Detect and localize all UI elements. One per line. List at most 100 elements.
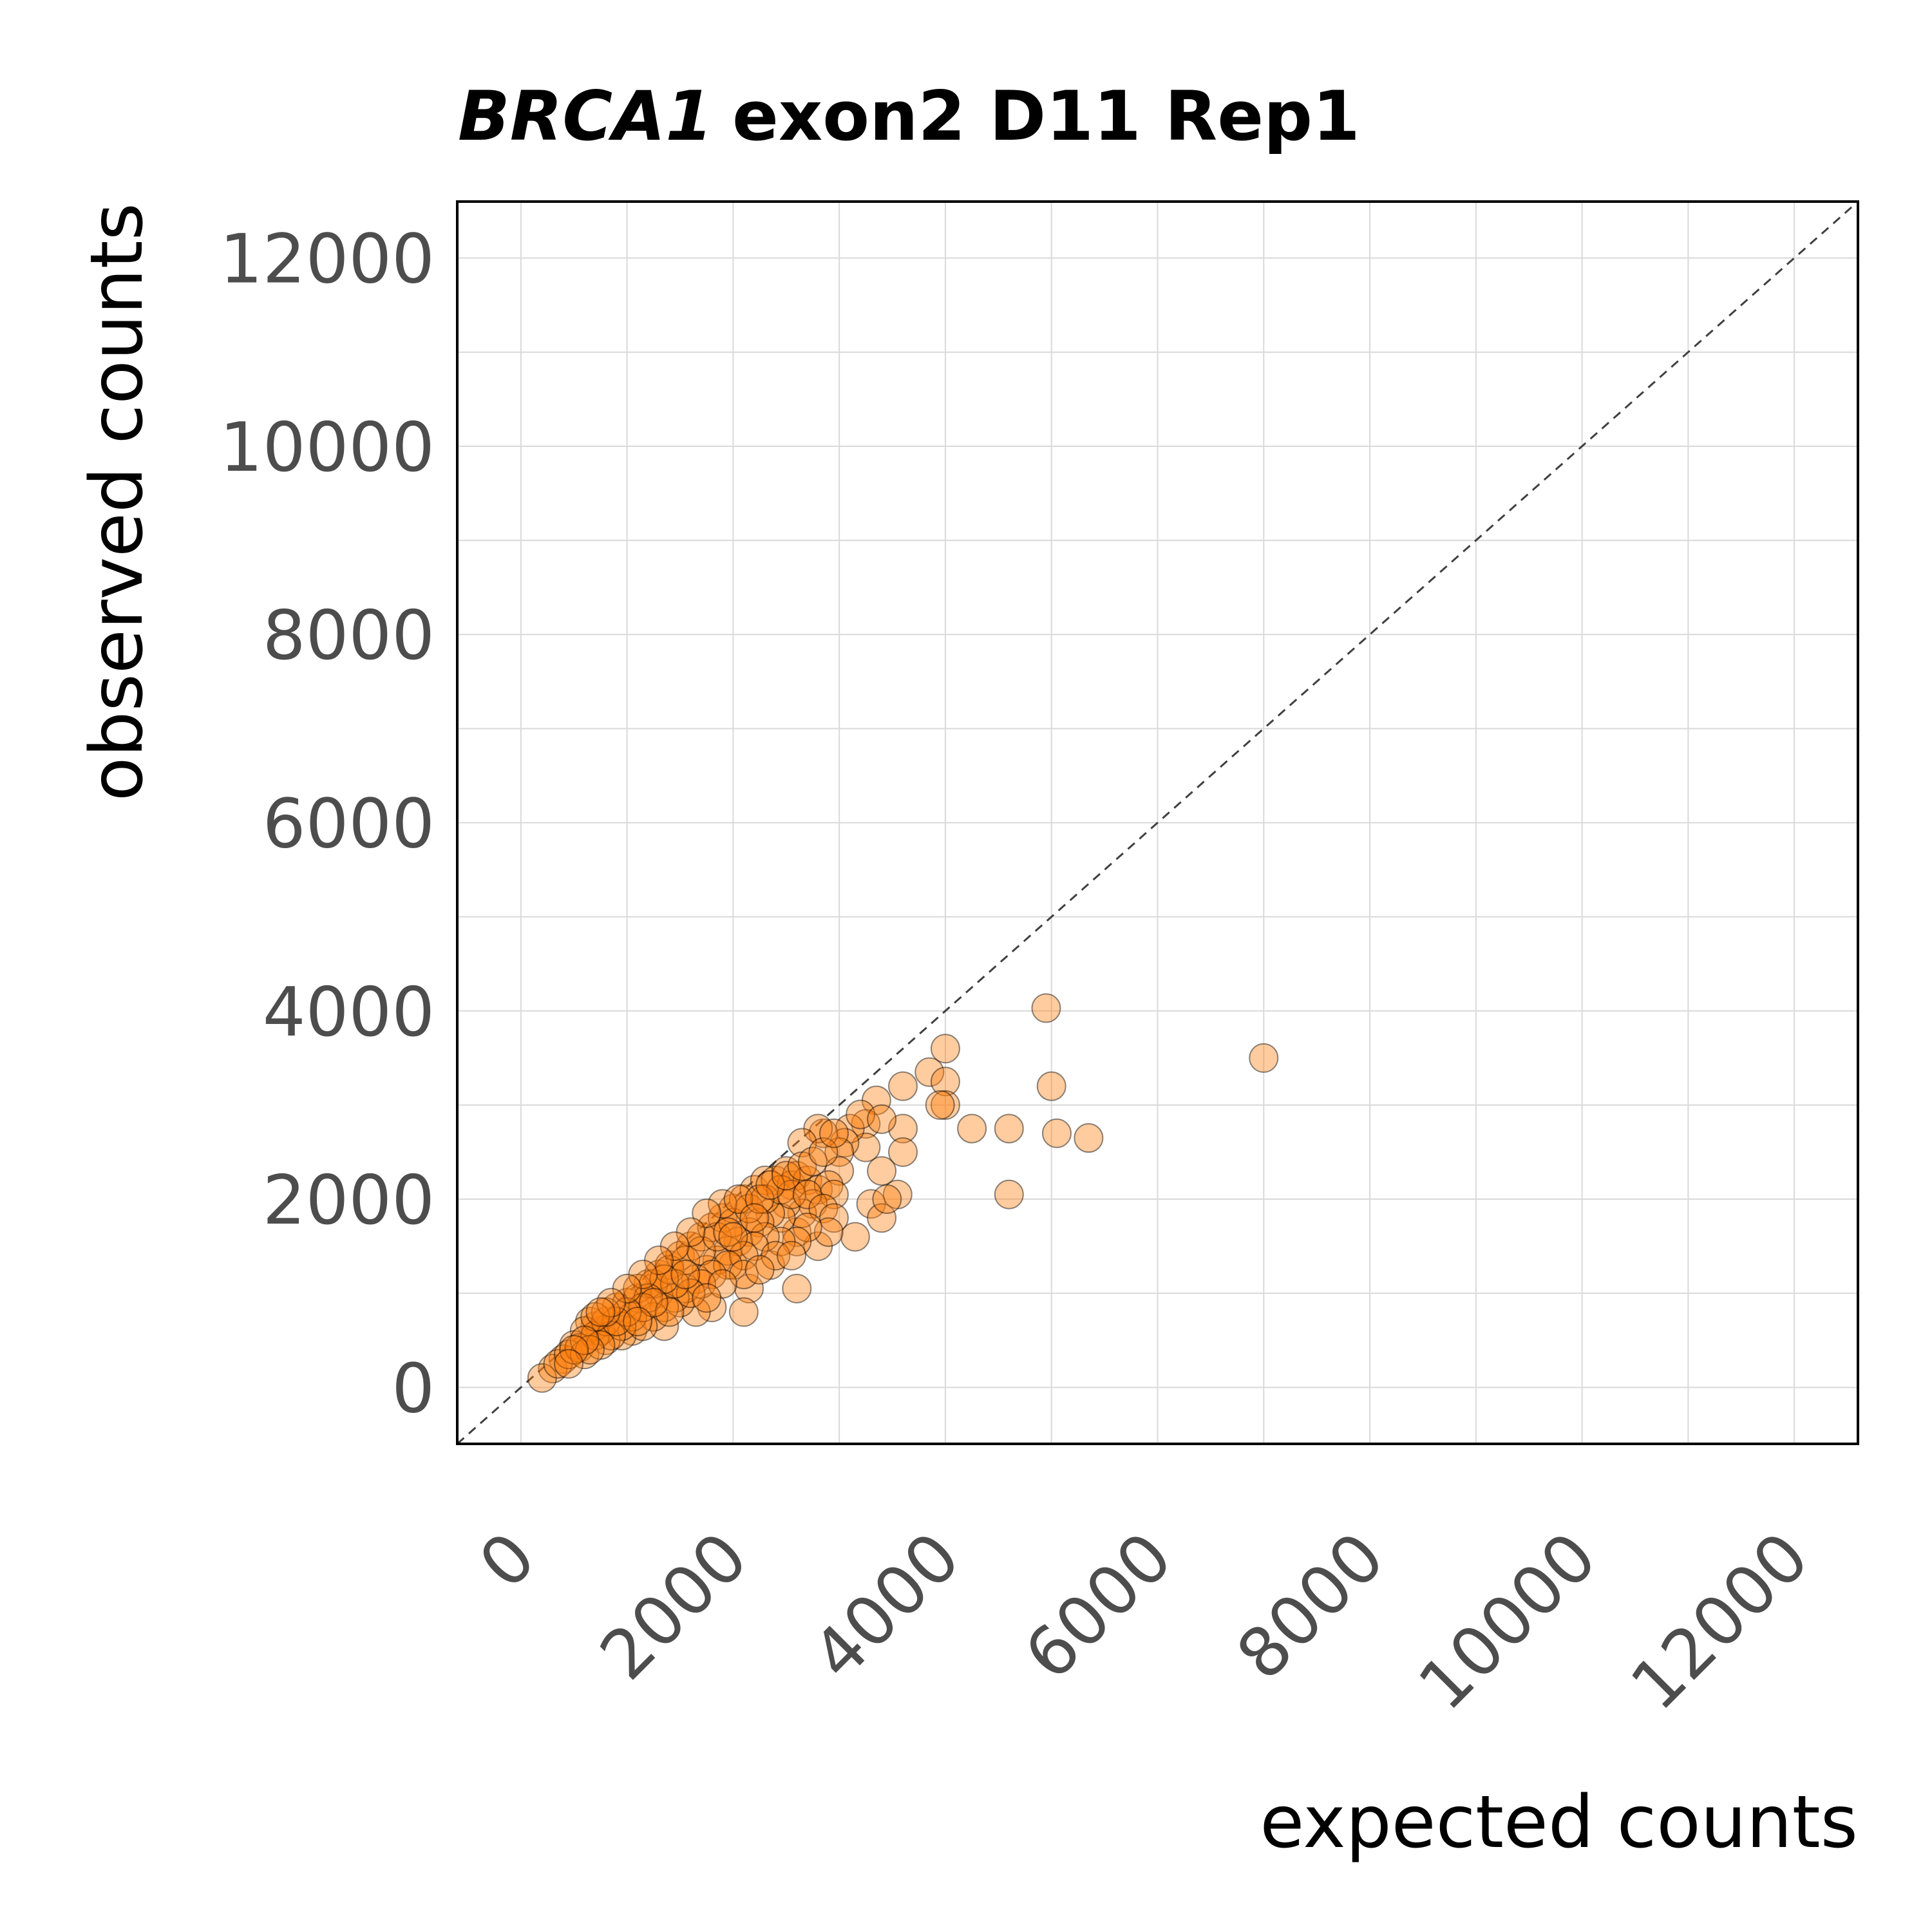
data-point <box>633 1269 663 1299</box>
data-point <box>777 1170 807 1200</box>
data-point <box>697 1293 727 1323</box>
data-point <box>649 1311 679 1341</box>
data-point <box>797 1189 828 1219</box>
data-point <box>554 1349 584 1379</box>
data-point <box>930 1034 960 1064</box>
data-points <box>527 993 1279 1393</box>
data-point <box>782 1160 812 1191</box>
data-point <box>755 1198 786 1228</box>
data-point <box>649 1293 679 1323</box>
data-point <box>569 1340 600 1370</box>
data-point <box>612 1287 642 1318</box>
data-point <box>628 1311 658 1341</box>
data-point <box>734 1193 764 1224</box>
data-point <box>766 1226 796 1256</box>
data-point <box>591 1307 621 1337</box>
identity-reference-line <box>457 200 1859 1445</box>
data-point <box>601 1307 632 1337</box>
data-point <box>723 1184 753 1215</box>
data-point <box>888 1113 918 1144</box>
x-tick-label: 8000 <box>1222 1517 1399 1694</box>
data-point <box>739 1203 770 1233</box>
data-point <box>585 1316 616 1346</box>
data-point <box>628 1259 658 1289</box>
data-point <box>591 1325 621 1356</box>
data-point <box>851 1109 881 1139</box>
data-point <box>777 1179 807 1209</box>
x-axis-ticks: 0 2000 4000 6000 8000 10000 12000 <box>464 1517 1824 1725</box>
data-point <box>543 1349 573 1379</box>
data-point <box>819 1179 849 1209</box>
data-point <box>633 1283 663 1313</box>
data-point <box>787 1151 817 1181</box>
data-point <box>888 1137 918 1167</box>
data-point <box>813 1217 844 1247</box>
data-point <box>787 1128 817 1158</box>
data-point <box>591 1297 621 1327</box>
data-point <box>734 1217 764 1247</box>
data-point <box>707 1189 737 1219</box>
data-point <box>580 1311 611 1341</box>
data-point <box>574 1307 605 1337</box>
data-point <box>835 1113 865 1144</box>
data-point <box>803 1231 833 1262</box>
data-point <box>681 1264 711 1294</box>
data-point <box>888 1071 918 1101</box>
data-point <box>846 1099 876 1130</box>
data-point <box>649 1264 679 1294</box>
y-axis-title: observed counts <box>75 203 159 801</box>
data-point <box>644 1278 674 1309</box>
data-point <box>750 1165 780 1195</box>
data-point <box>638 1287 668 1318</box>
data-point <box>665 1287 696 1318</box>
data-point <box>617 1316 647 1346</box>
data-point <box>755 1250 786 1280</box>
data-point <box>750 1222 780 1252</box>
data-point <box>867 1203 897 1233</box>
data-point <box>761 1165 791 1195</box>
data-point <box>856 1189 886 1219</box>
data-point <box>808 1137 838 1167</box>
data-point <box>527 1363 557 1393</box>
data-point <box>930 1066 960 1097</box>
data-point <box>744 1208 775 1238</box>
data-point <box>1036 1071 1066 1101</box>
data-point <box>692 1255 722 1285</box>
data-point <box>554 1340 584 1370</box>
data-point <box>612 1297 642 1327</box>
data-point <box>692 1283 722 1313</box>
data-point <box>803 1175 833 1205</box>
data-point <box>1249 1043 1279 1073</box>
data-point <box>659 1283 690 1313</box>
data-point <box>861 1085 891 1115</box>
y-tick-label: 0 <box>392 1349 435 1428</box>
data-point <box>819 1118 849 1148</box>
data-point <box>867 1156 897 1186</box>
data-point <box>665 1240 696 1271</box>
data-point <box>617 1302 647 1332</box>
y-tick-label: 8000 <box>263 596 435 675</box>
data-point <box>718 1222 748 1252</box>
chart-title-rest: exon2 D11 Rep1 <box>732 77 1360 156</box>
data-point <box>713 1250 743 1280</box>
data-point <box>824 1137 855 1167</box>
data-point <box>548 1344 578 1374</box>
data-point <box>808 1118 838 1148</box>
data-point <box>744 1184 775 1215</box>
data-point <box>638 1269 668 1299</box>
data-point <box>559 1334 589 1365</box>
x-tick-label: 0 <box>464 1517 551 1604</box>
data-point <box>569 1316 600 1346</box>
y-tick-label: 12000 <box>220 220 435 299</box>
data-point <box>792 1165 822 1195</box>
data-point <box>654 1250 685 1280</box>
data-point <box>819 1203 849 1233</box>
data-point <box>559 1330 589 1360</box>
data-point <box>718 1208 748 1238</box>
data-point <box>851 1132 881 1162</box>
data-point <box>601 1293 632 1323</box>
data-point <box>654 1297 685 1327</box>
y-axis-ticks: 0 2000 4000 6000 8000 10000 12000 <box>220 220 435 1428</box>
data-point <box>739 1175 770 1205</box>
data-point <box>596 1287 626 1318</box>
